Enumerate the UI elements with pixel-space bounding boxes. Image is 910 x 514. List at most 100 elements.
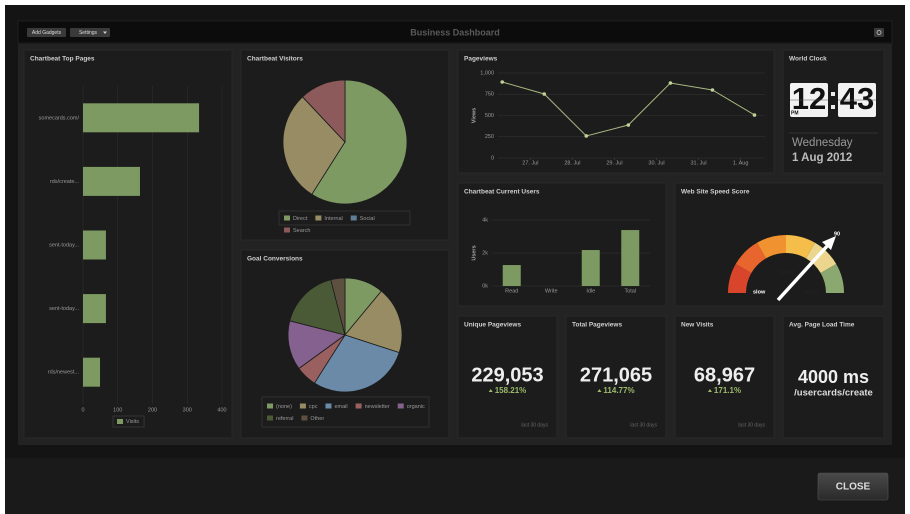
settings-button[interactable] <box>70 28 110 37</box>
y-axis-label: Views <box>471 108 477 124</box>
bar <box>83 357 101 387</box>
legend-label: Social <box>360 216 375 222</box>
legend-label: Search <box>293 228 310 234</box>
clock-digits: 12 <box>792 81 826 116</box>
up-arrow <box>707 389 712 392</box>
legend-label: Other <box>310 416 324 422</box>
legend-swatch <box>397 403 404 409</box>
pie-slice <box>311 79 408 205</box>
data-point <box>626 123 631 127</box>
widget-title: Goal Conversions <box>247 256 303 263</box>
refresh-button[interactable] <box>874 28 884 37</box>
legend-swatch <box>315 215 322 221</box>
gauge-band <box>757 235 786 259</box>
widget-title: Pageviews <box>464 56 498 63</box>
kpi-period: last 30 days <box>738 422 765 428</box>
x-tick-label: 31. Jul <box>690 160 706 166</box>
legend-label: Direct <box>293 216 308 222</box>
kpi-detail: /usercards/create <box>794 388 873 399</box>
pie-slice <box>344 290 403 354</box>
x-tick-label: 1. Aug <box>733 160 749 166</box>
toolbar <box>17 20 893 44</box>
y-axis-label: Users <box>471 245 477 260</box>
widget-panel <box>782 315 885 439</box>
y-tick-label: 250 <box>485 134 494 140</box>
bar <box>83 230 106 260</box>
data-point <box>584 134 589 138</box>
kpi-value: 271,065 <box>580 364 652 386</box>
gauge-band <box>806 242 837 273</box>
x-tick-label: 400 <box>217 407 226 413</box>
kpi-value: 4000 ms <box>798 367 869 387</box>
data-point <box>710 88 715 92</box>
x-tick-label: 30. Jul <box>648 160 664 166</box>
x-tick-label: 29. Jul <box>606 160 622 166</box>
button-label: Add Gadgets <box>32 30 62 36</box>
y-tick-label: rds/create... <box>50 179 80 185</box>
x-tick-label: Write <box>545 288 558 294</box>
widget-title: Avg. Page Load Time <box>789 322 855 329</box>
legend <box>112 415 145 428</box>
kpi-value: 229,053 <box>471 364 543 386</box>
widget-title: New Visits <box>681 322 714 329</box>
am-pm: PM <box>791 110 799 116</box>
close-label: CLOSE <box>836 482 871 493</box>
add-gadgets-button[interactable] <box>27 28 66 37</box>
gauge-band <box>735 242 766 273</box>
footer <box>5 458 905 514</box>
clock-digits: 43 <box>840 81 874 116</box>
bar <box>83 294 106 324</box>
y-tick-label: 1,000 <box>480 70 494 76</box>
colon-dot <box>831 92 835 96</box>
widget-panel <box>565 315 667 439</box>
legend-label: (none) <box>276 404 292 410</box>
y-tick-label: sent-today... <box>49 306 79 312</box>
widget-title: Total Pageviews <box>572 322 622 329</box>
kpi-value: 68,967 <box>694 364 755 386</box>
legend-swatch <box>284 215 290 221</box>
x-tick-label: 200 <box>148 407 157 413</box>
data-point <box>752 113 757 117</box>
gauge-label: faster <box>779 269 795 275</box>
data-point <box>542 92 547 96</box>
widget-panel <box>457 49 775 174</box>
x-tick-label: 100 <box>113 407 122 413</box>
legend-swatch <box>301 415 308 421</box>
widget-panel <box>457 315 558 439</box>
dashboard-title: Business Dashboard <box>410 27 500 37</box>
gauge-band <box>786 235 815 259</box>
y-tick-label: rds/newest... <box>48 370 80 376</box>
gauge-band <box>728 264 752 293</box>
x-tick-label: 300 <box>183 407 192 413</box>
bar <box>83 166 140 196</box>
kpi-change: 171.1% <box>714 386 741 395</box>
legend-label: email <box>334 404 347 410</box>
kpi-change: 158.21% <box>495 386 527 395</box>
y-tick-label: 500 <box>485 113 494 119</box>
legend-label: organic <box>407 404 425 410</box>
close-button[interactable] <box>817 472 889 501</box>
up-arrow <box>488 389 493 392</box>
widget-title: Web Site Speed Score <box>681 189 750 196</box>
kpi-period: last 30 days <box>521 422 548 428</box>
legend-swatch <box>117 419 123 424</box>
button-label: Settings <box>79 30 98 36</box>
y-tick-label: 0 <box>491 155 494 161</box>
bar <box>581 250 600 286</box>
up-arrow <box>597 389 602 392</box>
widget-panel <box>674 315 775 439</box>
legend-label: cpc <box>309 404 318 410</box>
kpi-period: last 30 days <box>630 422 657 428</box>
legend-label: newsletter <box>365 404 390 410</box>
weekday: Wednesday <box>792 137 853 149</box>
legend-swatch <box>267 403 273 409</box>
y-tick-label: 4k <box>482 217 488 223</box>
gauge-score: 90 <box>834 231 840 237</box>
y-tick-label: somecards.com/ <box>39 115 80 121</box>
legend <box>278 210 411 226</box>
legend-swatch <box>350 215 357 221</box>
gauge-band <box>820 264 844 293</box>
bar <box>502 265 521 286</box>
legend-label: referral <box>276 416 293 422</box>
